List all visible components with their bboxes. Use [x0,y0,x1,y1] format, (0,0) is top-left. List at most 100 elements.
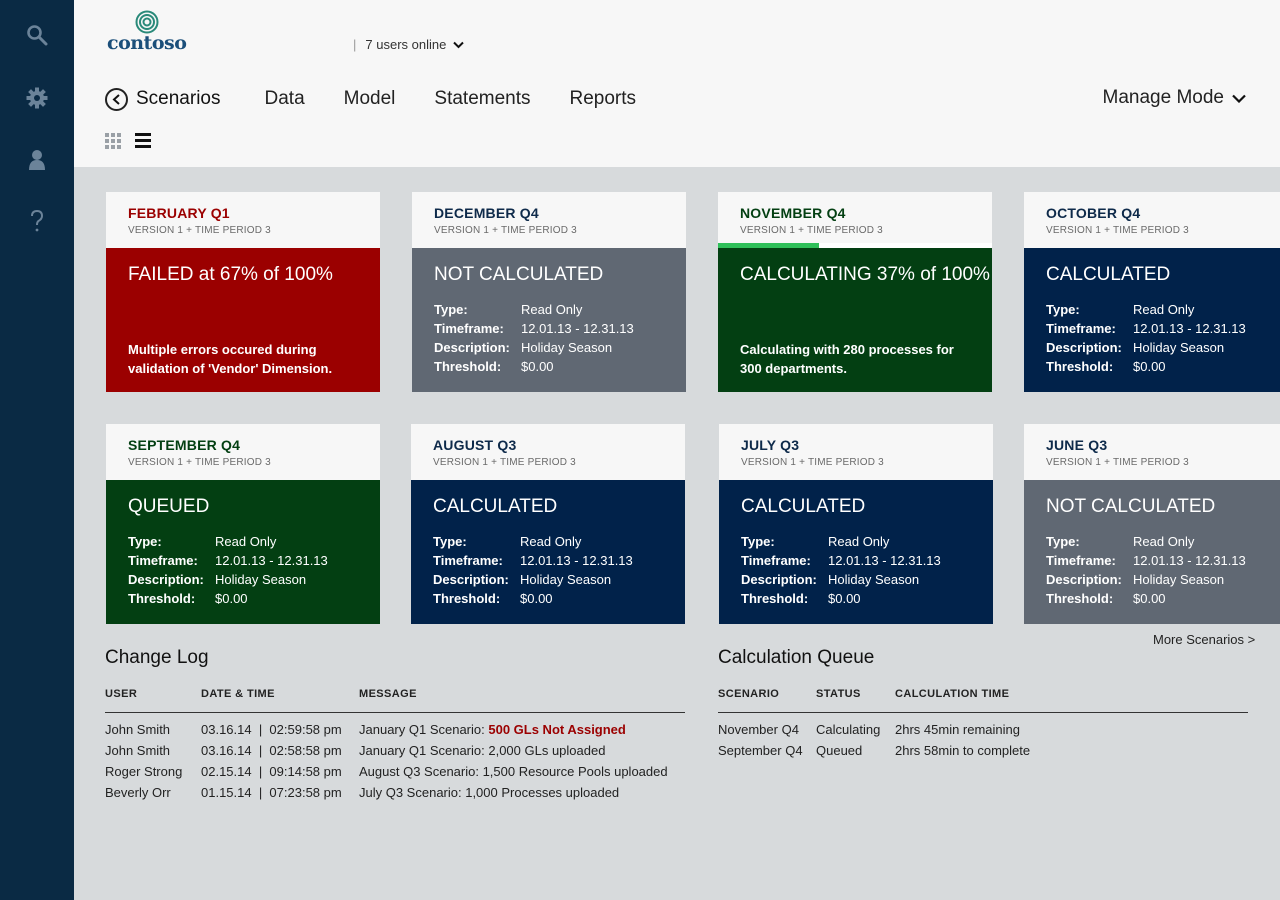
card-subtitle: VERSION 1 + TIME PERIOD 3 [741,457,884,468]
detail-row: Threshold: $0.00 [128,589,380,608]
cell-scenario: September Q4 [718,743,803,758]
manage-mode-dropdown[interactable]: Manage Mode [1103,87,1246,109]
detail-value: Holiday Season [521,340,613,355]
detail-row: Timeframe: 12.01.13 - 12.31.13 [434,319,686,338]
search-icon[interactable] [22,20,52,50]
cell-time: 2hrs 45min remaining [895,722,1021,737]
more-scenarios-link[interactable]: More Scenarios > [1153,632,1256,647]
card-subtitle: VERSION 1 + TIME PERIOD 3 [128,457,271,468]
card-header: SEPTEMBER Q4 VERSION 1 + TIME PERIOD 3 [106,424,380,480]
detail-row: Description: Holiday Season [1046,338,1280,357]
card-title: NOVEMBER Q4 [740,205,846,221]
tab-model[interactable]: Model [343,88,396,109]
cell-message: January Q1 Scenario: 500 GLs Not Assigne… [359,722,626,737]
scenario-card[interactable]: JUNE Q3 VERSION 1 + TIME PERIOD 3 NOT CALC… [1024,424,1280,624]
detail-row: Description: Holiday Season [128,570,380,589]
detail-value: Holiday Season [520,572,612,587]
detail-row: Threshold: $0.00 [434,357,686,376]
detail-label: Description: [1046,572,1122,587]
chevron-left-icon [112,93,120,105]
divider: | [353,37,357,52]
card-status: CALCULATED [1046,264,1171,285]
scenario-card[interactable]: DECEMBER Q4 VERSION 1 + TIME PERIOD 3 NOT … [412,192,686,392]
cell-datetime: 01.15.14 | 07:23:58 pm [201,785,342,800]
card-subtitle: VERSION 1 + TIME PERIOD 3 [433,457,576,468]
progress-fill [718,243,820,248]
tab-data[interactable]: Data [264,88,305,109]
scenario-card[interactable]: JULY Q3 VERSION 1 + TIME PERIOD 3 CALCULAT… [719,424,993,624]
detail-value: $0.00 [828,591,861,606]
card-subtitle: VERSION 1 + TIME PERIOD 3 [434,225,577,236]
detail-value: 12.01.13 - 12.31.13 [521,321,634,336]
detail-row: Timeframe: 12.01.13 - 12.31.13 [1046,319,1280,338]
detail-value: Read Only [215,534,277,549]
grid-view-icon[interactable] [105,133,122,149]
logo-text: contoso [107,32,187,54]
detail-label: Description: [1046,340,1122,355]
table-row: September Q4 Queued 2hrs 58min to complete [718,740,1248,761]
card-title: JUNE Q3 [1046,437,1108,453]
users-online-dropdown[interactable]: | 7 users online [353,37,465,52]
gear-icon[interactable] [22,83,52,113]
cell-message: August Q3 Scenario: 1,500 Resource Pools… [359,764,668,779]
detail-row: Timeframe: 12.01.13 - 12.31.13 [433,551,685,570]
detail-row: Threshold: $0.00 [1046,589,1280,608]
card-header: DECEMBER Q4 VERSION 1 + TIME PERIOD 3 [412,192,686,248]
table-row: Beverly Orr 01.15.14 | 07:23:58 pm July Q3… [105,782,685,803]
card-header: FEBRUARY Q1 VERSION 1 + TIME PERIOD 3 [106,192,380,248]
card-header: AUGUST Q3 VERSION 1 + TIME PERIOD 3 [411,424,685,480]
contoso-logo[interactable]: contoso [107,10,197,56]
card-message: Multiple errors occured during validatio… [128,342,333,376]
card-details: Type: Read Only Timeframe: 12.01.13 - 12.31… [128,532,380,608]
card-header: NOVEMBER Q4 VERSION 1 + TIME PERIOD 3 [718,192,992,248]
scenario-card[interactable]: AUGUST Q3 VERSION 1 + TIME PERIOD 3 CALCUL… [411,424,685,624]
calc-queue-header: SCENARIO STATUS CALCULATION TIME [718,686,1248,713]
user-icon[interactable] [22,145,52,175]
card-title: AUGUST Q3 [433,437,517,453]
detail-value: $0.00 [1133,591,1166,606]
detail-value: Read Only [521,302,583,317]
scenario-card[interactable]: OCTOBER Q4 VERSION 1 + TIME PERIOD 3 CALCU… [1024,192,1280,392]
cell-user: Roger Strong [105,764,183,779]
card-body: CALCULATED Type: Read Only Timeframe: 12.01.… [1024,248,1280,392]
detail-label: Timeframe: [741,553,811,568]
detail-value: Read Only [1133,534,1195,549]
scenario-card[interactable]: SEPTEMBER Q4 VERSION 1 + TIME PERIOD 3 QUE… [106,424,380,624]
card-header: JULY Q3 VERSION 1 + TIME PERIOD 3 [719,424,993,480]
card-title: FEBRUARY Q1 [128,205,230,221]
card-status: CALCULATED [433,496,558,517]
card-details: Type: Read Only Timeframe: 12.01.13 - 12.31… [741,532,993,608]
cell-message: January Q1 Scenario: 2,000 GLs uploaded [359,743,605,758]
scenario-card[interactable]: NOVEMBER Q4 VERSION 1 + TIME PERIOD 3 CALC… [718,192,992,392]
cell-user: John Smith [105,743,171,758]
detail-value: 12.01.13 - 12.31.13 [1133,553,1246,568]
detail-label: Threshold: [128,591,196,606]
list-view-icon[interactable] [135,133,151,148]
detail-label: Type: [741,534,775,549]
card-title: DECEMBER Q4 [434,205,539,221]
card-details: Type: Read Only Timeframe: 12.01.13 - 12.31… [1046,532,1280,608]
detail-label: Threshold: [1046,359,1114,374]
main-nav: Scenarios Data Model Statements Reports [105,86,675,112]
tab-reports[interactable]: Reports [569,88,637,109]
detail-row: Type: Read Only [433,532,685,551]
message-text: January Q1 Scenario: 2,000 GLs uploaded [359,743,606,758]
detail-row: Type: Read Only [1046,532,1280,551]
scenario-card[interactable]: FEBRUARY Q1 VERSION 1 + TIME PERIOD 3 FAIL… [106,192,380,392]
message-text: July Q3 Scenario: 1,000 Processes upload… [359,785,620,800]
detail-row: Description: Holiday Season [433,570,685,589]
card-subtitle: VERSION 1 + TIME PERIOD 3 [128,225,271,236]
detail-label: Type: [128,534,162,549]
card-details: Type: Read Only Timeframe: 12.01.13 - 12.31… [434,300,686,376]
cell-time: 2hrs 58min to complete [895,743,1031,758]
column-header: CALCULATION TIME [895,688,1010,700]
cell-scenario: November Q4 [718,722,799,737]
help-icon[interactable] [22,206,52,236]
back-button[interactable] [105,87,128,111]
detail-row: Timeframe: 12.01.13 - 12.31.13 [1046,551,1280,570]
detail-row: Description: Holiday Season [741,570,993,589]
card-status: FAILED at 67% of 100% [128,264,333,285]
cell-message: July Q3 Scenario: 1,000 Processes upload… [359,785,619,800]
detail-label: Threshold: [433,591,501,606]
tab-statements[interactable]: Statements [434,88,531,109]
